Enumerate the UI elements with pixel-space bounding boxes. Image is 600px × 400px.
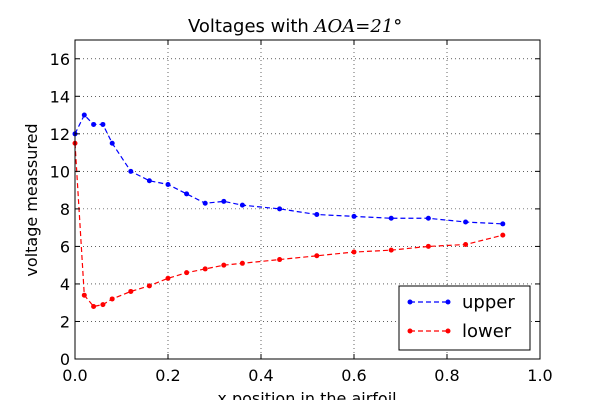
- data-point-upper: [425, 215, 431, 221]
- y-tick-label: 16: [50, 50, 70, 69]
- data-point-lower: [314, 253, 320, 259]
- data-point-lower: [100, 302, 106, 308]
- data-point-upper: [351, 213, 357, 219]
- data-point-upper: [109, 140, 115, 146]
- y-tick-label: 0: [60, 350, 70, 369]
- x-tick-label: 0.2: [155, 366, 180, 385]
- data-point-upper: [388, 215, 394, 221]
- data-point-lower: [388, 247, 394, 253]
- data-point-lower: [425, 243, 431, 249]
- chart-title-text: Voltages with: [188, 16, 315, 37]
- data-point-lower: [277, 257, 283, 263]
- data-point-upper: [277, 206, 283, 212]
- data-point-lower: [91, 303, 97, 309]
- y-tick-label: 2: [60, 312, 70, 331]
- tick-labels: 0.0 0.2 0.4 0.6 0.8 1.0 0 2 4 6 8 10 12 14 16: [50, 50, 553, 385]
- data-point-lower: [81, 292, 87, 298]
- plot-frame: [74, 39, 541, 360]
- legend-label-upper: upper: [462, 292, 515, 313]
- legend-marker-lower: [445, 328, 451, 334]
- x-tick-label: 0.4: [248, 366, 273, 385]
- series-line-lower: [74, 143, 503, 308]
- data-point-upper: [81, 112, 87, 118]
- data-point-lower: [146, 283, 152, 289]
- x-tick-label: 0.0: [62, 366, 87, 385]
- data-point-upper: [100, 121, 106, 127]
- data-point-upper: [202, 200, 208, 206]
- series-layer: [72, 112, 506, 309]
- data-point-upper: [184, 191, 190, 197]
- data-point-lower: [500, 232, 506, 238]
- data-point-lower: [109, 296, 115, 302]
- data-point-upper: [221, 198, 227, 204]
- y-tick-label: 10: [50, 162, 70, 181]
- data-point-upper: [314, 212, 320, 218]
- data-point-upper: [500, 221, 506, 227]
- data-point-lower: [202, 266, 208, 272]
- data-point-upper: [165, 181, 171, 187]
- data-point-lower: [184, 270, 190, 276]
- data-point-lower: [221, 262, 227, 268]
- data-point-upper: [91, 121, 97, 127]
- ticks: [74, 40, 541, 360]
- data-point-lower: [165, 275, 171, 281]
- y-tick-label: 8: [60, 200, 70, 219]
- chart-title-math: AOA=21°: [313, 16, 403, 37]
- legend-label-lower: lower: [462, 321, 512, 342]
- data-point-upper: [463, 219, 469, 225]
- y-tick-label: 14: [50, 87, 70, 106]
- legend: upper lower: [398, 285, 531, 351]
- legend-marker-lower: [407, 328, 413, 334]
- y-tick-label: 12: [50, 125, 70, 144]
- x-tick-label: 0.6: [341, 366, 366, 385]
- data-point-lower: [128, 288, 134, 294]
- data-point-upper: [239, 202, 245, 208]
- data-point-lower: [351, 249, 357, 255]
- data-point-upper: [146, 178, 152, 184]
- series-line-upper: [74, 114, 503, 225]
- data-point-lower: [239, 260, 245, 266]
- x-axis-label: x position in the airfoil: [217, 389, 396, 400]
- chart-title: Voltages with AOA=21°: [188, 16, 402, 37]
- data-point-upper: [128, 168, 134, 174]
- y-tick-label: 6: [60, 237, 70, 256]
- x-tick-label: 1.0: [527, 366, 552, 385]
- y-tick-label: 4: [60, 275, 70, 294]
- data-point-lower: [463, 242, 469, 248]
- x-tick-label: 0.8: [434, 366, 459, 385]
- legend-marker-upper: [445, 299, 451, 305]
- legend-marker-upper: [407, 299, 413, 305]
- y-axis-label: voltage meassured: [22, 123, 41, 276]
- legend-box: [398, 285, 531, 351]
